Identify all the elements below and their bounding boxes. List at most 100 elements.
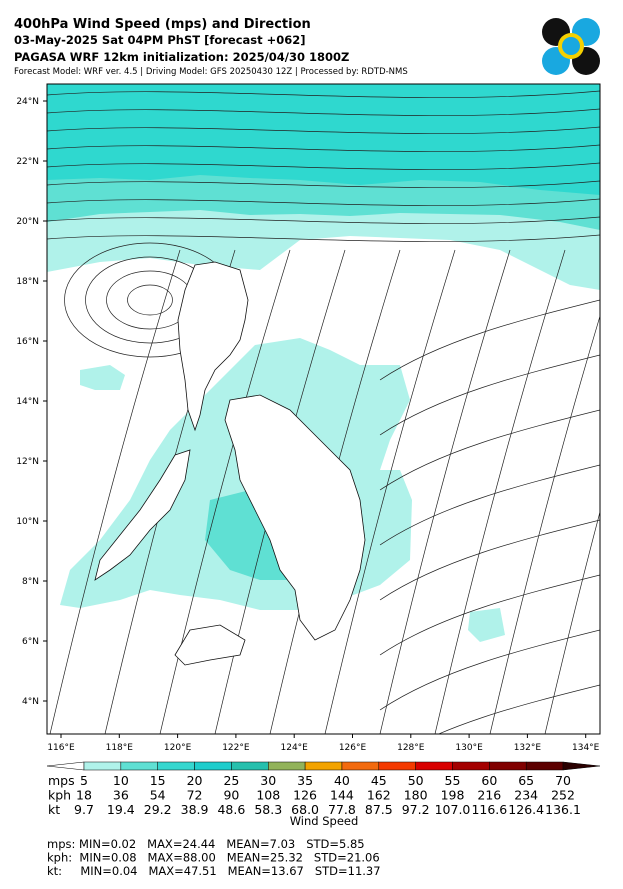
- streamline: [47, 180, 600, 188]
- streamline: [437, 684, 600, 734]
- stats: mps: MIN=0.02 MAX=24.44 MEAN=7.03 STD=5.…: [47, 837, 381, 878]
- streamline: [379, 299, 600, 381]
- colorbar-value: 36: [113, 788, 129, 803]
- streamline: [544, 510, 600, 734]
- streamline: [379, 249, 511, 734]
- colorbar-value: 97.2: [402, 802, 430, 817]
- lon-label: 128°E: [397, 743, 425, 753]
- colorbar-value: 15: [150, 773, 166, 788]
- colorbar-value: 77.8: [328, 802, 356, 817]
- stats-line: kph: MIN=0.08 MAX=88.00 MEAN=25.32 STD=2…: [47, 851, 380, 865]
- colorbar-value: 65: [518, 773, 534, 788]
- streamline: [434, 249, 566, 734]
- colorbar-value: 54: [150, 788, 166, 803]
- colorbar-value: 68.0: [291, 802, 319, 817]
- colorbar-value: 35: [297, 773, 313, 788]
- colorbar-extend: [46, 761, 85, 771]
- lat-label: 4°N: [22, 697, 39, 707]
- colorbar-segment: [525, 761, 564, 771]
- credits: Forecast Model: WRF ver. 4.5 | Driving M…: [14, 67, 408, 77]
- colorbar-value: 72: [187, 788, 203, 803]
- colorbar-segment: [452, 761, 490, 771]
- colorbar-value: 116.6: [471, 802, 507, 817]
- colorbar-value: 9.7: [74, 802, 94, 817]
- lon-label: 126°E: [339, 743, 367, 753]
- streamline: [47, 144, 600, 152]
- colorbar-segment: [231, 761, 269, 771]
- map-axes: 24°N 22°N 20°N 18°N 16°N 14°N 12°N 10°N 8°N 6°N 4°…: [16, 97, 599, 753]
- streamline: [127, 284, 173, 316]
- colorbar-value: 30: [260, 773, 276, 788]
- unit-label: kph: [48, 788, 71, 803]
- streamline: [47, 234, 600, 242]
- wind-area: [47, 84, 600, 195]
- lat-label: 12°N: [16, 457, 39, 467]
- colorbar-value: 70: [555, 773, 571, 788]
- lat-label: 20°N: [16, 217, 39, 227]
- lon-label: 118°E: [106, 743, 134, 753]
- lat-label: 16°N: [16, 337, 39, 347]
- colorbar-segment: [157, 761, 195, 771]
- streamline: [324, 249, 456, 734]
- colorbar-segment: [341, 761, 380, 771]
- colorbar-value: 45: [371, 773, 387, 788]
- lon-label: 124°E: [281, 743, 309, 753]
- colorbar-value: 60: [481, 773, 497, 788]
- colorbar-value: 29.2: [144, 802, 172, 817]
- colorbar-value: 38.9: [181, 802, 209, 817]
- stats-line: kt: MIN=0.04 MAX=47.51 MEAN=13.67 STD=11…: [47, 864, 381, 878]
- lat-label: 8°N: [22, 577, 39, 587]
- colorbar-segment: [378, 761, 416, 771]
- colorbar-segment: [489, 761, 527, 771]
- colorbar-value: 180: [404, 788, 428, 803]
- lat-label: 18°N: [16, 277, 39, 287]
- colorbar-label: Wind Speed: [290, 814, 359, 828]
- unit-label: kt: [48, 802, 60, 817]
- colorbar-value: 144: [330, 788, 354, 803]
- logo: [542, 18, 600, 75]
- streamline: [47, 126, 600, 134]
- colorbar: mps 5 10 15 20 25 30 35 40 45 50 55 60 65 70 kph 18 36 54 7…: [46, 761, 601, 817]
- colorbar-value: 136.1: [545, 802, 581, 817]
- colorbar-value: 10: [113, 773, 129, 788]
- colorbar-value: 234: [514, 788, 538, 803]
- init-line: PAGASA WRF 12km initialization: 2025/04/…: [14, 50, 349, 64]
- title: 400hPa Wind Speed (mps) and Direction: [14, 17, 311, 32]
- colorbar-value: 107.0: [435, 802, 471, 817]
- colorbar-value: 252: [551, 788, 575, 803]
- land: [94, 261, 366, 666]
- lat-label: 14°N: [16, 397, 39, 407]
- map: [47, 84, 600, 734]
- colorbar-segment: [194, 761, 232, 771]
- colorbar-value: 48.6: [217, 802, 245, 817]
- colorbar-value: 20: [187, 773, 203, 788]
- streamline: [379, 629, 600, 711]
- streamline: [379, 519, 600, 601]
- lon-label: 120°E: [164, 743, 192, 753]
- colorbar-value: 25: [223, 773, 239, 788]
- colorbar-extend: [562, 761, 601, 771]
- streamline: [47, 198, 600, 206]
- colorbar-segment: [304, 761, 343, 771]
- colorbar-value: 90: [223, 788, 239, 803]
- unit-label: mps: [48, 773, 75, 788]
- lat-label: 24°N: [16, 97, 39, 107]
- colorbar-value: 126: [293, 788, 317, 803]
- colorbar-value: 162: [367, 788, 391, 803]
- colorbar-segment: [83, 761, 122, 771]
- colorbar-value: 198: [441, 788, 465, 803]
- colorbar-value: 18: [76, 788, 92, 803]
- lon-label: 122°E: [222, 743, 250, 753]
- streamline: [379, 409, 600, 491]
- streamline: [379, 464, 600, 546]
- colorbar-value: 50: [408, 773, 424, 788]
- colorbar-value: 108: [256, 788, 280, 803]
- streamline: [379, 574, 600, 656]
- streamline: [47, 90, 600, 98]
- lon-label: 116°E: [47, 743, 75, 753]
- colorbar-value: 87.5: [365, 802, 393, 817]
- colorbar-value: 58.3: [254, 802, 282, 817]
- streamline: [47, 162, 600, 170]
- colorbar-value: 5: [80, 773, 88, 788]
